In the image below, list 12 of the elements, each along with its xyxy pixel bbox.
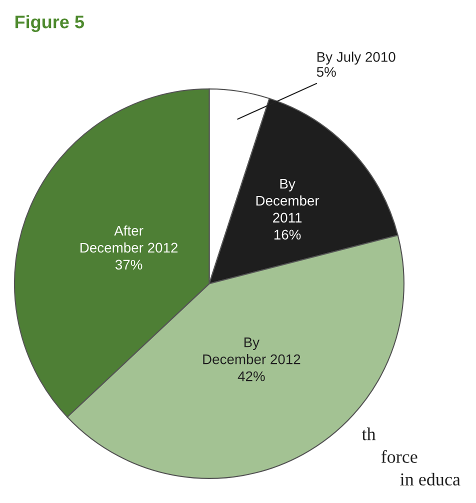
data-label: 42% [238,371,265,382]
slice-label: By July 2010 [317,52,396,65]
text: th [362,428,376,440]
data-label: 37% [115,260,142,270]
slice-label: By December 2011 [256,178,320,223]
data-label: 16% [274,230,301,240]
chart-title: Figure 5 [15,15,84,32]
data-label: 5% [316,67,336,77]
text: force [381,450,418,463]
text: in educa [400,472,460,486]
slice-label: After December 2012 [80,225,178,253]
slice-label: By December 2012 [203,338,300,364]
